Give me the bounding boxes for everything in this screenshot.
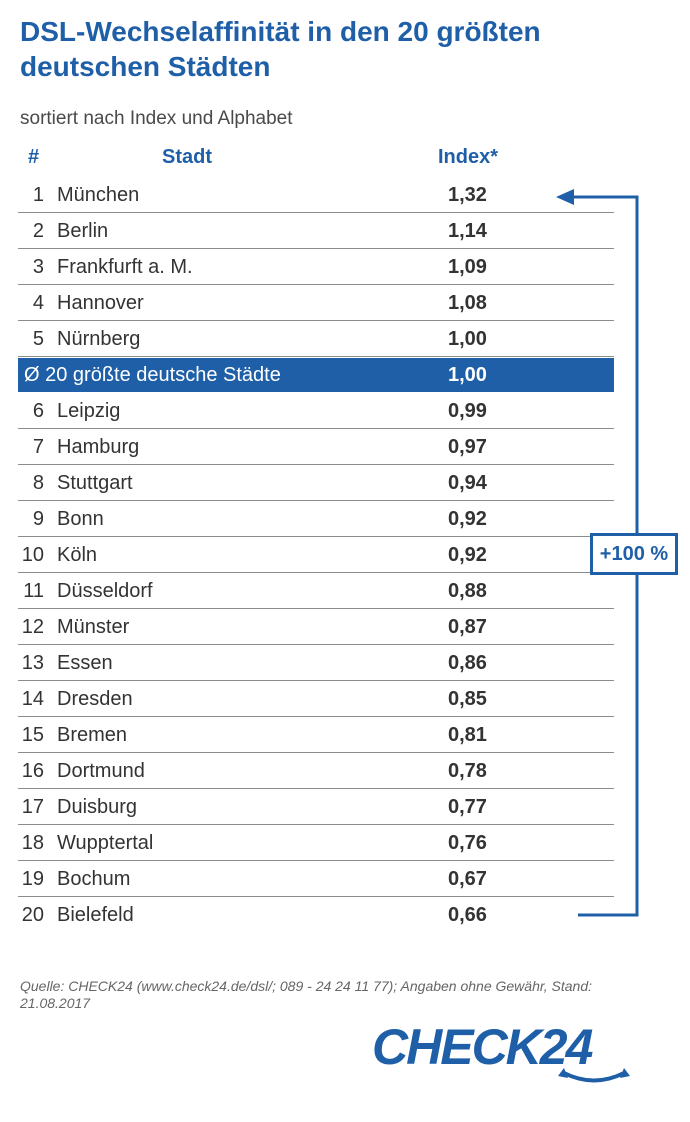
city-cell: Bochum (57, 868, 131, 890)
table-row: 11 Düsseldorf 0,88 (18, 574, 614, 609)
logo-swoosh-icon (558, 1068, 630, 1083)
city-cell: Wupptertal (57, 832, 154, 854)
table-row: 3 Frankfurft a. M. 1,09 (18, 250, 614, 285)
city-cell: Münster (57, 616, 130, 638)
city-cell: Essen (57, 652, 113, 674)
city-cell: Dresden (57, 688, 133, 710)
index-value-cell: 0,67 (448, 868, 487, 890)
rank-cell: 16 (21, 760, 44, 782)
rank-cell: 2 (32, 220, 44, 242)
logo-text: CHECK24 (372, 1019, 593, 1075)
index-value-cell: 0,85 (448, 688, 487, 710)
rank-cell: 8 (32, 472, 44, 494)
source-note: Quelle: CHECK24 (www.check24.de/dsl/; 08… (20, 978, 593, 1011)
city-cell: Nürnberg (57, 328, 141, 350)
table-row: 19 Bochum 0,67 (18, 862, 614, 897)
table-row: 14 Dresden 0,85 (18, 682, 614, 717)
rank-cell: 19 (21, 868, 44, 890)
index-value-cell: 0,86 (448, 652, 487, 674)
table-row: 12 Münster 0,87 (18, 610, 614, 645)
rank-cell: 20 (21, 904, 44, 926)
rank-cell: 1 (32, 184, 44, 206)
city-cell: Frankfurft a. M. (57, 256, 193, 278)
city-cell: Leipzig (57, 400, 121, 422)
index-value-cell: 0,94 (448, 472, 487, 494)
rank-cell: 9 (32, 508, 44, 530)
index-value-cell: 0,92 (448, 544, 487, 566)
city-cell: Berlin (57, 220, 109, 242)
index-value-cell: 0,81 (448, 724, 487, 746)
index-value-cell: 0,92 (448, 508, 487, 530)
table-row: 5 Nürnberg 1,00 (18, 322, 614, 357)
bracket-arrowhead (556, 189, 574, 205)
city-cell: Hannover (57, 292, 144, 314)
rank-cell: 15 (21, 724, 44, 746)
table-row: 9 Bonn 0,92 (18, 502, 614, 537)
table-row: 13 Essen 0,86 (18, 646, 614, 681)
chart-title: DSL-Wechselaffinität in den 20 größten d… (20, 16, 541, 82)
column-header-index: Index* (438, 146, 499, 168)
index-value-cell: 0,77 (448, 796, 487, 818)
table-row: 8 Stuttgart 0,94 (18, 466, 614, 501)
city-cell: Duisburg (57, 796, 138, 818)
rank-cell: 7 (32, 436, 44, 458)
city-cell: Düsseldorf (57, 580, 153, 602)
city-cell: Ø 20 größte deutsche Städte (24, 364, 281, 386)
rank-cell: 18 (21, 832, 44, 854)
index-value-cell: 1,09 (448, 256, 487, 278)
city-cell: Bielefeld (57, 904, 134, 926)
index-value-cell: 0,88 (448, 580, 487, 602)
rank-cell: 10 (21, 544, 44, 566)
table-row: 16 Dortmund 0,78 (18, 754, 614, 789)
rank-cell: 17 (21, 796, 44, 818)
index-value-cell: 0,99 (448, 400, 487, 422)
index-value-cell: 0,76 (448, 832, 487, 854)
index-value-cell: 1,00 (448, 364, 487, 386)
city-cell: Stuttgart (57, 472, 133, 494)
index-value-cell: 0,66 (448, 904, 487, 926)
index-value-cell: 0,78 (448, 760, 487, 782)
table-row: 6 Leipzig 0,99 (18, 394, 614, 429)
table-row: 17 Duisburg 0,77 (18, 790, 614, 825)
range-badge: +100 % (590, 533, 678, 575)
rank-cell: 5 (32, 328, 44, 350)
index-value-cell: 1,08 (448, 292, 487, 314)
table-row: 2 Berlin 1,14 (18, 214, 614, 249)
table-row: 1 München 1,32 (18, 178, 614, 213)
index-value-cell: 0,87 (448, 616, 487, 638)
index-value-cell: 1,14 (448, 220, 487, 242)
index-value-cell: 0,97 (448, 436, 487, 458)
rank-cell: 6 (32, 400, 44, 422)
city-cell: München (57, 184, 140, 206)
rank-cell: 4 (32, 292, 44, 314)
table-row: 15 Bremen 0,81 (18, 718, 614, 753)
table-row: 10 Köln 0,92 (18, 538, 614, 573)
table-row: 20 Bielefeld 0,66 (18, 898, 614, 933)
city-cell: Bremen (57, 724, 128, 746)
rank-cell: 13 (21, 652, 44, 674)
rank-cell: 11 (23, 580, 44, 602)
rank-cell: 3 (32, 256, 44, 278)
rank-cell: 12 (21, 616, 44, 638)
rank-cell: 14 (21, 688, 44, 710)
average-row: Ø 20 größte deutsche Städte 1,00 (18, 358, 614, 392)
city-cell: Dortmund (57, 760, 145, 782)
table-row: 4 Hannover 1,08 (18, 286, 614, 321)
table-row: 7 Hamburg 0,97 (18, 430, 614, 465)
column-header-rank: # (28, 146, 40, 168)
chart-subtitle: sortiert nach Index und Alphabet (20, 108, 293, 129)
column-header-city: Stadt (162, 146, 212, 168)
check24-logo[interactable]: CHECK24 (372, 1018, 642, 1088)
index-value-cell: 1,32 (448, 184, 487, 206)
city-cell: Bonn (57, 508, 104, 530)
city-cell: Hamburg (57, 436, 140, 458)
table-row: 18 Wupptertal 0,76 (18, 826, 614, 861)
index-value-cell: 1,00 (448, 328, 487, 350)
city-cell: Köln (57, 544, 98, 566)
